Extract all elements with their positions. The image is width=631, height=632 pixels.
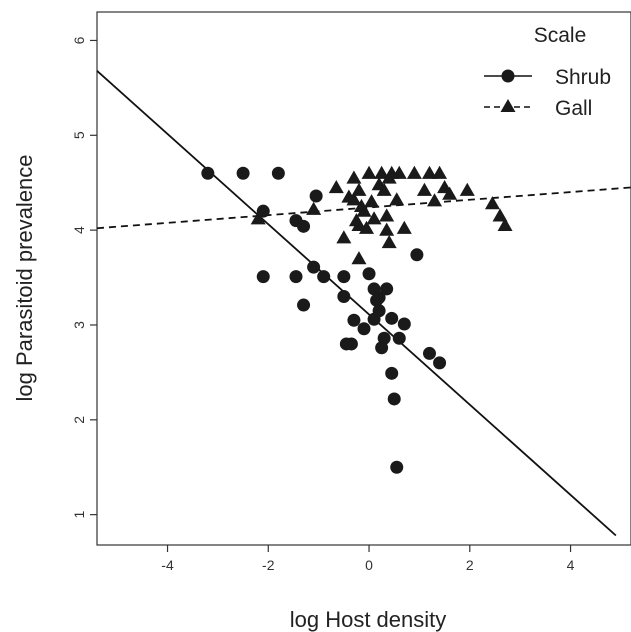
legend-gall-label: Gall (555, 97, 592, 120)
shrub-point (433, 356, 447, 370)
gall-point (389, 192, 405, 206)
shrub-point (317, 270, 331, 284)
shrub-point (289, 270, 303, 284)
gall-point (421, 165, 437, 179)
gall-point (364, 194, 380, 208)
x-tick-label: 0 (365, 557, 373, 573)
shrub-point (297, 219, 311, 233)
shrub-point (372, 304, 386, 318)
y-tick-label: 5 (71, 131, 87, 139)
gall-point (432, 165, 448, 179)
shrub-point (397, 317, 411, 331)
gall-point (361, 165, 377, 179)
gall-point (379, 208, 395, 222)
legend-shrub-marker (501, 69, 515, 83)
gall-point (497, 217, 513, 232)
legend-gall-marker (500, 99, 516, 112)
shrub-point (387, 392, 401, 406)
shrub-point (385, 366, 399, 380)
shrub-point (422, 346, 436, 360)
gall-point (306, 201, 322, 215)
gall-point (376, 182, 392, 196)
y-tick-label: 2 (71, 416, 87, 424)
shrub-point (344, 337, 358, 351)
shrub-point (271, 166, 285, 180)
shrub-point (410, 248, 424, 262)
gall-point (391, 165, 407, 179)
shrub-point (385, 311, 399, 325)
y-tick-label: 4 (71, 226, 87, 234)
x-tick-label: -2 (262, 557, 275, 573)
legend-title: Scale (534, 24, 587, 47)
data-points (201, 165, 513, 474)
shrub-point (372, 290, 386, 304)
gall-point (328, 179, 344, 194)
y-tick-label: 6 (71, 36, 87, 44)
gall-point (459, 182, 475, 196)
gall-point (351, 217, 367, 232)
gall-point (406, 165, 422, 179)
gall-point (374, 165, 390, 179)
gall-point (250, 211, 266, 225)
shrub-point (256, 270, 270, 284)
shrub-fit-line (96, 70, 617, 537)
shrub-point (236, 166, 250, 180)
shrub-point (380, 282, 394, 296)
shrub-point (337, 270, 351, 284)
y-tick-label: 3 (71, 321, 87, 329)
legend: Scale Shrub Gall (484, 24, 611, 120)
x-tick-label: -4 (161, 557, 174, 573)
shrub-point (357, 322, 371, 336)
gall-point (336, 230, 352, 244)
y-axis: 1 2 3 4 5 6 (71, 36, 97, 519)
gall-point (366, 211, 382, 225)
plot-area-frame (96, 11, 631, 546)
gall-point (346, 170, 362, 184)
shrub-point (307, 260, 321, 274)
x-tick-label: 2 (466, 557, 474, 573)
shrub-point (347, 313, 361, 327)
fit-lines (96, 70, 631, 537)
gall-point (356, 203, 372, 217)
shrub-point (390, 460, 404, 474)
gall-point (341, 189, 357, 203)
y-axis-title: log Parasitoid prevalence (12, 154, 37, 401)
gall-point (396, 220, 412, 234)
shrub-point (362, 267, 376, 281)
x-axis: -4 -2 0 2 4 (161, 545, 575, 573)
x-tick-label: 4 (567, 557, 575, 573)
gall-point (351, 182, 367, 196)
shrub-point (309, 189, 323, 203)
shrub-point (297, 298, 311, 312)
gall-point (442, 186, 458, 200)
gall-point (492, 208, 508, 222)
gall-point (427, 193, 443, 207)
gall-point (416, 182, 432, 196)
gall-point (381, 234, 397, 249)
shrub-point (375, 341, 389, 355)
shrub-point (337, 290, 351, 304)
shrub-point (392, 331, 406, 345)
gall-point (351, 251, 367, 265)
legend-shrub-label: Shrub (555, 66, 611, 89)
x-axis-title: log Host density (290, 607, 447, 632)
gall-point (379, 222, 395, 236)
shrub-point (201, 166, 215, 180)
gall-point (484, 196, 500, 210)
y-tick-label: 1 (71, 511, 87, 519)
